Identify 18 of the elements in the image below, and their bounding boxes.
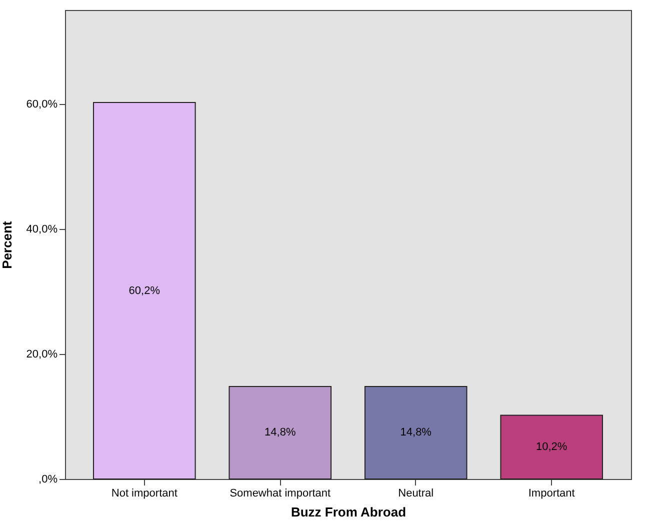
- y-tick-label: 20,0%: [26, 348, 58, 360]
- x-axis-title: Buzz From Abroad: [290, 504, 406, 520]
- data-label: 10,2%: [536, 441, 568, 454]
- bar: [500, 414, 603, 480]
- y-tick-label: 40,0%: [26, 223, 58, 236]
- bar: [364, 386, 468, 480]
- x-tick-label: Important: [528, 488, 575, 500]
- data-label: 14,8%: [264, 426, 296, 439]
- x-tick-label: Neutral: [398, 488, 434, 500]
- bar: [228, 386, 332, 480]
- bar: [93, 102, 196, 480]
- y-tick-label: ,0%: [38, 474, 58, 486]
- x-tick-label: Somewhat important: [230, 488, 331, 500]
- data-label: 14,8%: [400, 426, 432, 439]
- y-tick-label: 60,0%: [26, 98, 58, 110]
- x-tick-label: Not important: [111, 488, 178, 500]
- data-label: 60,2%: [128, 284, 160, 297]
- y-axis-title: Percent: [0, 220, 14, 269]
